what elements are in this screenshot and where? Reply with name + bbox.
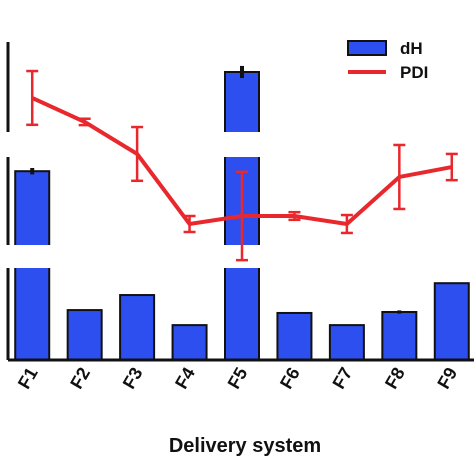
x-axis-label: Delivery system	[169, 435, 321, 457]
legend-swatch	[347, 40, 387, 56]
x-tick-label: F1	[14, 364, 42, 392]
bar	[276, 311, 313, 361]
x-tick-label: F7	[329, 364, 357, 392]
x-tick-label: F5	[224, 364, 252, 392]
x-tick-label: F6	[276, 364, 304, 392]
bar	[433, 282, 470, 362]
x-tick-label: F4	[171, 364, 199, 392]
bar	[171, 324, 208, 361]
axis-break	[0, 245, 474, 268]
legend-label: dH	[400, 39, 423, 58]
line	[31, 96, 453, 227]
legend-label: PDI	[400, 63, 428, 82]
x-tick-label: F3	[119, 364, 147, 392]
bar	[381, 311, 418, 361]
x-tick-label: F9	[433, 364, 461, 392]
bar	[119, 294, 156, 362]
x-tick-label: F8	[381, 364, 409, 392]
x-tick-label: F2	[66, 364, 94, 392]
bar	[328, 324, 365, 361]
bar	[66, 309, 103, 361]
